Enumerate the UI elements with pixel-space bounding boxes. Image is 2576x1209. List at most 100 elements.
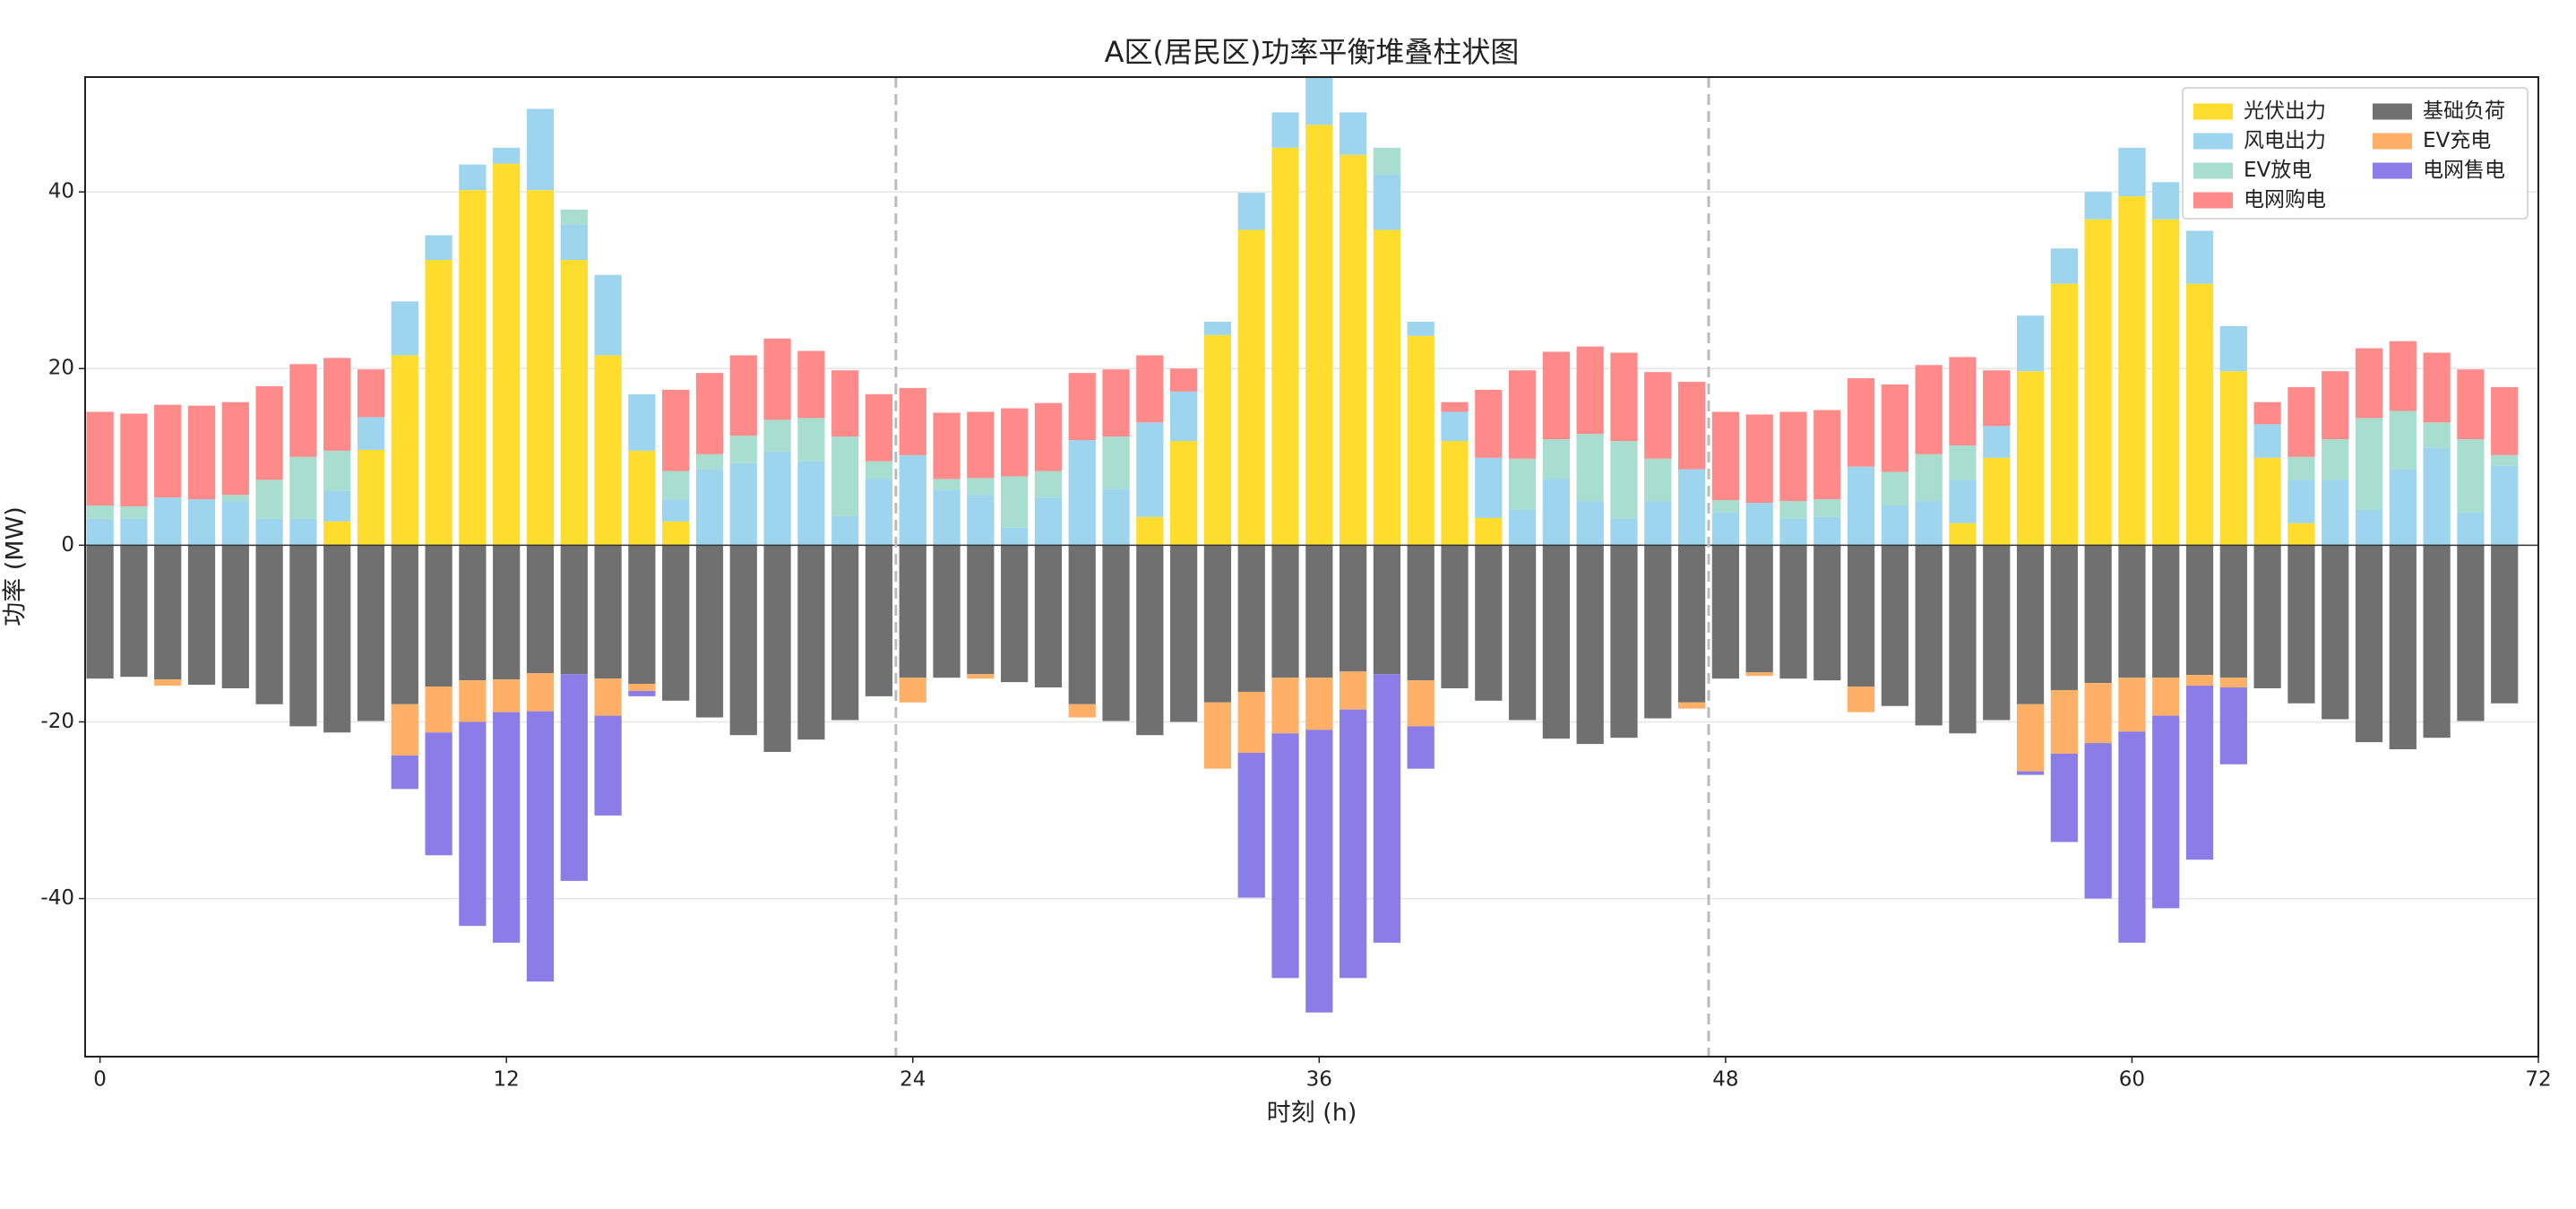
bar-segment [1136, 545, 1164, 736]
bar-segment [560, 224, 588, 261]
bar-segment [2118, 147, 2146, 197]
bar-segment [729, 355, 757, 436]
bar-segment [2322, 479, 2349, 546]
bar-segment [526, 190, 555, 546]
bar-segment [2050, 545, 2078, 690]
bar-segment [1576, 346, 1604, 435]
bar-segment [1779, 518, 1807, 546]
bar-segment [933, 412, 961, 479]
bar-segment [2219, 545, 2247, 678]
bar-segment [1203, 322, 1232, 335]
bar-segment [1203, 702, 1232, 769]
bar-segment [2253, 402, 2281, 425]
bar-segment [1136, 516, 1164, 546]
bar-segment [1847, 545, 1875, 687]
bar-segment [1711, 545, 1739, 679]
bar-segment [1983, 370, 2011, 427]
bar-segment [1237, 229, 1265, 546]
bar-segment [391, 545, 418, 704]
bar-segment [1677, 469, 1706, 546]
x-tick-label: 72 [2525, 1068, 2551, 1092]
bar-segment [2322, 545, 2349, 720]
bar-segment [1136, 422, 1164, 517]
bar-segment [2185, 230, 2214, 284]
bar-segment [662, 521, 690, 546]
bar-segment [2016, 315, 2045, 372]
bar-segment [221, 545, 249, 689]
bar-segment [187, 499, 216, 546]
bar-segment [255, 479, 283, 519]
bar-segment [493, 163, 521, 546]
x-tick-label: 36 [1306, 1068, 1332, 1092]
bar-segment [628, 545, 656, 685]
bar-segment [2152, 219, 2180, 546]
bar-segment [120, 545, 148, 678]
bar-segment [2457, 512, 2485, 546]
bar-segment [120, 518, 148, 546]
bar-segment [1542, 351, 1571, 440]
bar-segment [1475, 517, 1503, 546]
bar-segment [729, 545, 757, 736]
bar-segment [2084, 545, 2112, 684]
bar-segment [2219, 371, 2247, 546]
bar-segment [797, 418, 825, 462]
bar-segment [425, 235, 452, 261]
bar-segment [1610, 352, 1638, 442]
bar-segment [1170, 391, 1198, 442]
bar-segment [1407, 680, 1434, 727]
bar-segment [1745, 545, 1773, 673]
legend-swatch [2193, 162, 2233, 179]
bar-segment [1949, 357, 1977, 445]
bar-segment [1881, 545, 1908, 706]
bar-segment [1305, 730, 1333, 1013]
bar-segment [2491, 454, 2519, 466]
bar-segment [2084, 743, 2112, 899]
bar-segment [1001, 545, 1029, 683]
bar-segment [2355, 348, 2383, 419]
legend-label: 电网购电 [2244, 188, 2326, 212]
bar-segment [2253, 545, 2281, 689]
bar-segment [1711, 411, 1739, 501]
bar-segment [933, 489, 961, 546]
bar-segment [2389, 545, 2417, 750]
bar-segment [2457, 545, 2485, 721]
bar-segment [255, 385, 283, 480]
bar-segment [560, 209, 588, 225]
bar-segment [2185, 686, 2214, 860]
bar-segment [1542, 545, 1571, 739]
bar-segment [154, 404, 182, 498]
bar-segment [797, 350, 825, 419]
bar-segment [1508, 458, 1537, 510]
bar-segment [2322, 439, 2349, 480]
bar-segment [2423, 422, 2451, 448]
bar-segment [2389, 410, 2417, 470]
legend-swatch [2193, 133, 2233, 150]
y-tick-label: 0 [61, 533, 74, 557]
bar-segment [1068, 440, 1096, 546]
bar-segment [662, 471, 690, 500]
bar-segment [899, 678, 926, 703]
bar-segment [1001, 476, 1029, 528]
bar-segment [628, 684, 656, 691]
bar-segment [1373, 174, 1401, 230]
bar-segment [1475, 389, 1503, 458]
bar-segment [1305, 125, 1333, 546]
bar-segment [1644, 545, 1672, 719]
bar-segment [1407, 726, 1434, 769]
bar-segment [1881, 471, 1908, 506]
bar-segment [2016, 704, 2045, 772]
legend-swatch [2193, 103, 2233, 120]
bar-segment [967, 545, 995, 675]
bar-segment [1881, 384, 1908, 472]
bar-segment [323, 450, 351, 491]
bar-segment [1915, 501, 1943, 546]
bar-segment [797, 461, 825, 546]
y-tick-label: 20 [48, 357, 74, 380]
bar-segment [2050, 283, 2078, 546]
bar-segment [1508, 509, 1537, 546]
bar-segment [1881, 505, 1908, 546]
bar-segment [1034, 471, 1063, 498]
bar-segment [1475, 457, 1503, 518]
bar-segment [1102, 545, 1130, 721]
